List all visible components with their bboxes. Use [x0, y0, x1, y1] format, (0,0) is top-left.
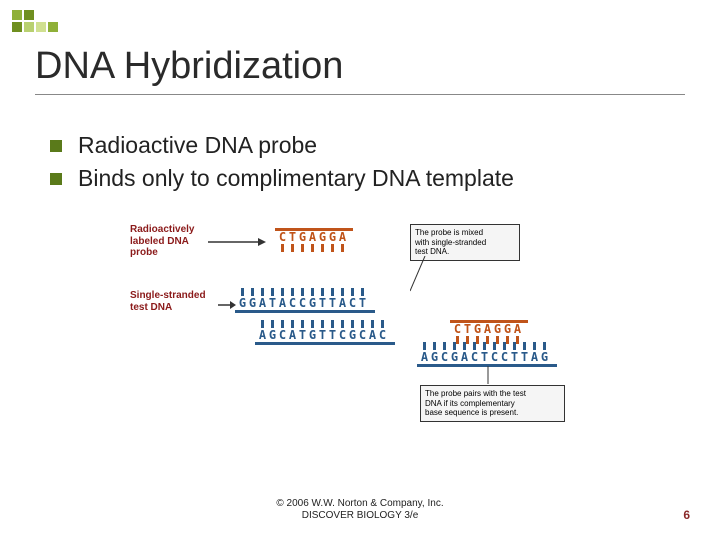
arrow-probe [208, 232, 268, 252]
bullet-list: Radioactive DNA probe Binds only to comp… [50, 132, 514, 198]
callout1-pointer [410, 256, 440, 296]
bullet-icon [50, 140, 62, 152]
callout2-pointer [480, 366, 500, 388]
bullet-item: Binds only to complimentary DNA template [50, 165, 514, 192]
probe-sequence-2: CTGAGGA [453, 318, 523, 336]
test-bar-2 [255, 342, 395, 345]
bullet-text: Binds only to complimentary DNA template [78, 165, 514, 192]
copyright-line: © 2006 W.W. Norton & Company, Inc. [0, 498, 720, 510]
dna-diagram: Radioactivelylabeled DNAprobe Single-str… [130, 220, 600, 440]
arrow-test [218, 298, 236, 312]
test-sequence-2: AGCATGTTCGCAC [258, 324, 388, 342]
bullet-icon [50, 173, 62, 185]
page-number: 6 [683, 508, 690, 522]
book-title-line: DISCOVER BIOLOGY 3/e [0, 510, 720, 522]
corner-logo [12, 10, 70, 32]
bullet-item: Radioactive DNA probe [50, 132, 514, 159]
title-area: DNA Hybridization [35, 45, 685, 95]
footer: © 2006 W.W. Norton & Company, Inc. DISCO… [0, 498, 720, 522]
label-test-dna: Single-strandedtest DNA [130, 290, 220, 313]
bullet-text: Radioactive DNA probe [78, 132, 317, 159]
test-sequence-3: AGCGACTCCTTAG [420, 346, 550, 364]
test-bar-1 [235, 310, 375, 313]
probe-sequence: CTGAGGA [278, 226, 348, 244]
test-sequence-1: GGATACCGTTACT [238, 292, 368, 310]
slide-title: DNA Hybridization [35, 45, 685, 95]
label-probe: Radioactivelylabeled DNAprobe [130, 224, 210, 259]
callout-pair: The probe pairs with the testDNA if its … [420, 385, 565, 422]
